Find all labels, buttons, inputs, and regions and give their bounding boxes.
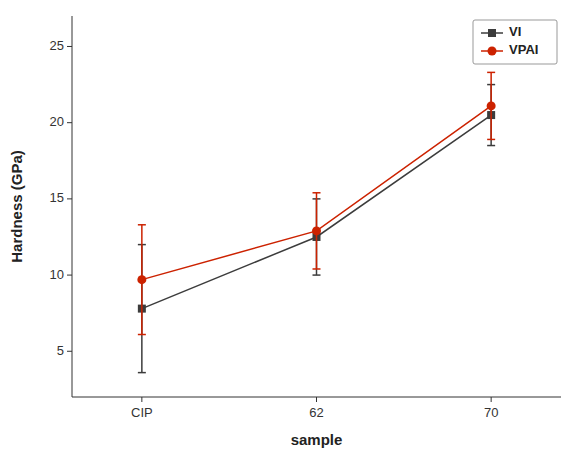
y-tick xyxy=(67,351,72,352)
error-bar-cap xyxy=(487,139,495,141)
legend: VI VPAI xyxy=(473,20,557,64)
error-bar-cap xyxy=(313,274,321,276)
y-tick-label: 15 xyxy=(50,190,64,205)
series-line xyxy=(142,106,491,280)
legend-box xyxy=(473,20,557,64)
x-tick-label: CIP xyxy=(131,405,153,420)
error-bar-cap xyxy=(487,145,495,147)
error-bar xyxy=(313,193,321,269)
y-tick xyxy=(67,122,72,123)
x-tick xyxy=(491,397,492,402)
error-bar-cap xyxy=(138,334,146,336)
data-point xyxy=(137,275,146,284)
error-bar xyxy=(138,225,146,335)
y-tick-label: 10 xyxy=(50,267,64,282)
error-bar-cap xyxy=(138,372,146,374)
x-tick xyxy=(141,397,142,402)
y-tick-label: 5 xyxy=(57,343,64,358)
y-axis-line xyxy=(72,16,73,397)
error-bar-cap xyxy=(138,224,146,226)
y-tick-label: 20 xyxy=(50,114,64,129)
x-tick-label: 70 xyxy=(484,405,498,420)
legend-label: VPAI xyxy=(509,42,538,57)
error-bar-cap xyxy=(313,268,321,270)
x-axis-label: sample xyxy=(291,431,343,448)
error-bar-cap xyxy=(313,192,321,194)
legend-swatch xyxy=(488,47,497,56)
error-bar xyxy=(487,72,495,139)
data-point xyxy=(312,226,321,235)
x-tick-label: 62 xyxy=(309,405,323,420)
plot-area xyxy=(137,72,495,372)
y-tick-label: 25 xyxy=(50,38,64,53)
y-tick xyxy=(67,275,72,276)
data-point xyxy=(487,101,496,110)
y-axis-label: Hardness (GPa) xyxy=(8,150,25,263)
x-tick xyxy=(316,397,317,402)
y-tick xyxy=(67,198,72,199)
chart: 5 10 15 20 25 CIP 62 70 sample Hardness (GPa) VI VP… xyxy=(0,0,577,459)
legend-swatch xyxy=(488,29,496,37)
error-bar-cap xyxy=(487,72,495,74)
legend-label: VI xyxy=(509,24,521,39)
y-tick xyxy=(67,46,72,47)
